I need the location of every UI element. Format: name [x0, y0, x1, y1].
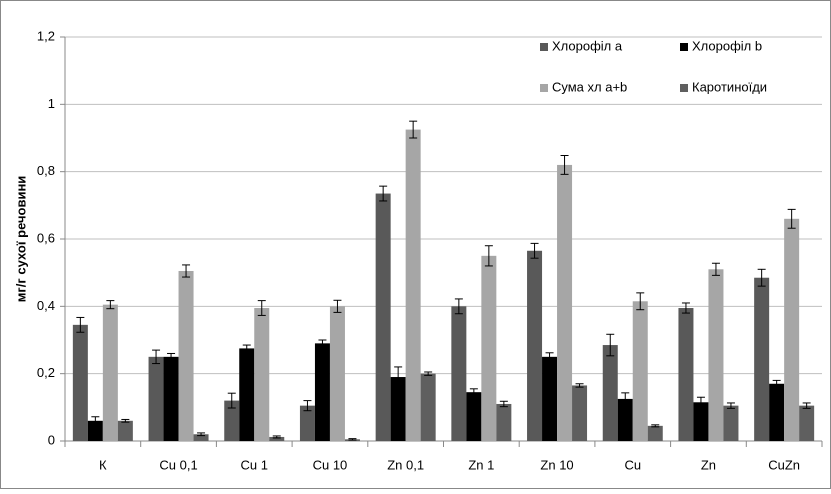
bar: [299, 405, 315, 441]
legend-label: Каротиноїди: [692, 79, 767, 94]
bar: [527, 250, 543, 441]
bar: [405, 129, 421, 442]
bar: [799, 405, 815, 441]
x-tick-label: Cu 1: [241, 457, 268, 472]
bar: [390, 377, 406, 441]
bar: [451, 306, 467, 441]
bar: [602, 345, 618, 441]
bar: [87, 420, 103, 441]
legend-label: Хлорофіл a: [552, 38, 623, 53]
bar: [314, 343, 330, 441]
bar: [72, 324, 88, 441]
bar: [466, 392, 482, 441]
y-axis-label: мг/г сухої речовини: [13, 176, 28, 303]
legend-swatch: [680, 84, 688, 92]
y-tick-label: 1,2: [37, 28, 55, 43]
bar: [678, 308, 694, 441]
y-tick-label: 0,2: [37, 365, 55, 380]
legend-label: Хлорофіл b: [692, 38, 762, 53]
bar: [193, 434, 209, 441]
bar: [481, 255, 497, 441]
y-tick-label: 0: [48, 432, 55, 447]
y-tick-label: 0,6: [37, 230, 55, 245]
bar: [117, 420, 133, 441]
x-tick-label: Cu 0,1: [159, 457, 197, 472]
bar: [784, 218, 800, 441]
bar: [723, 405, 739, 441]
bar: [148, 356, 164, 441]
bar: [708, 269, 724, 441]
bar: [224, 400, 240, 441]
legend-swatch: [680, 43, 688, 51]
bar: [239, 348, 255, 441]
bar: [632, 301, 648, 441]
bar: [769, 383, 785, 441]
bar: [163, 356, 179, 441]
bar: [254, 308, 270, 441]
legend-swatch: [540, 43, 548, 51]
bar: [375, 193, 391, 441]
bar: [542, 356, 558, 441]
bar: [572, 385, 588, 441]
bar: [420, 373, 436, 441]
y-tick-label: 0,4: [37, 298, 55, 313]
bar: [269, 436, 285, 441]
x-tick-label: Cu 10: [313, 457, 348, 472]
bar: [496, 403, 512, 441]
legend-swatch: [540, 84, 548, 92]
x-tick-label: Zn 10: [540, 457, 573, 472]
bar: [617, 398, 633, 441]
x-tick-label: Cu: [624, 457, 641, 472]
bar: [754, 277, 770, 441]
x-tick-label: Zn 0,1: [387, 457, 424, 472]
legend-label: Сума хл a+b: [552, 79, 627, 94]
y-tick-label: 1: [48, 96, 55, 111]
bar: [102, 304, 118, 441]
bar: [647, 425, 663, 441]
bar: [693, 402, 709, 441]
bar: [329, 306, 345, 441]
bar: [557, 164, 573, 441]
bar: [178, 270, 194, 441]
x-tick-label: Zn: [701, 457, 716, 472]
y-tick-label: 0,8: [37, 163, 55, 178]
x-tick-label: Zn 1: [468, 457, 494, 472]
x-tick-label: CuZn: [768, 457, 800, 472]
x-tick-label: К: [99, 457, 107, 472]
